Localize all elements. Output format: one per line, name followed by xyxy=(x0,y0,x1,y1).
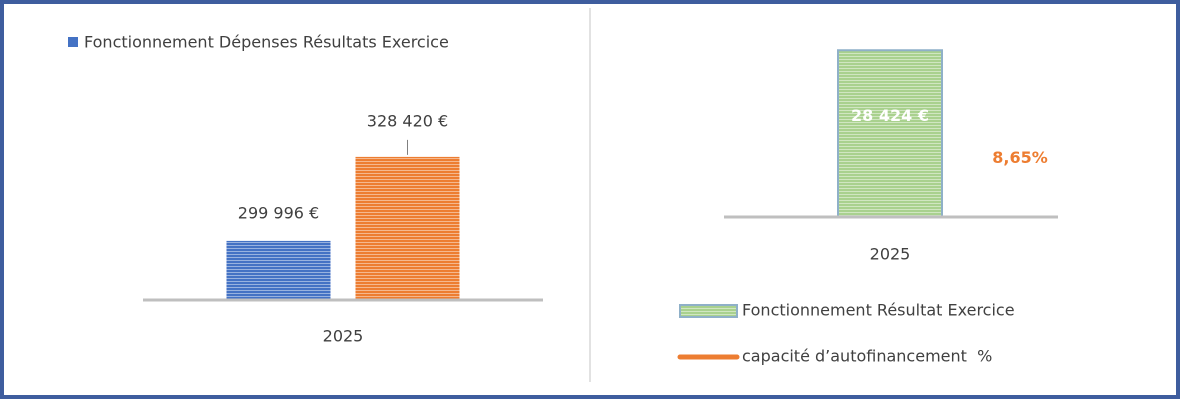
bar xyxy=(837,49,943,218)
value-label: 28 424 € xyxy=(851,106,929,125)
line-point xyxy=(889,157,891,159)
x-tick-label: 2025 xyxy=(870,245,911,264)
value-label: 328 420 € xyxy=(367,111,448,130)
legend-label: capacité d’autofinancement % xyxy=(742,347,992,366)
legend-swatch xyxy=(68,37,78,47)
value-label: 299 996 € xyxy=(238,203,319,222)
legend-label: Fonctionnement Dépenses Résultats Exerci… xyxy=(84,33,449,52)
legend-label: Fonctionnement Résultat Exercice xyxy=(742,301,1015,320)
x-tick-label: 2025 xyxy=(323,327,364,346)
bar xyxy=(355,156,460,300)
value-label: 8,65% xyxy=(992,148,1048,167)
legend-swatch xyxy=(679,304,738,318)
bar xyxy=(226,240,331,300)
